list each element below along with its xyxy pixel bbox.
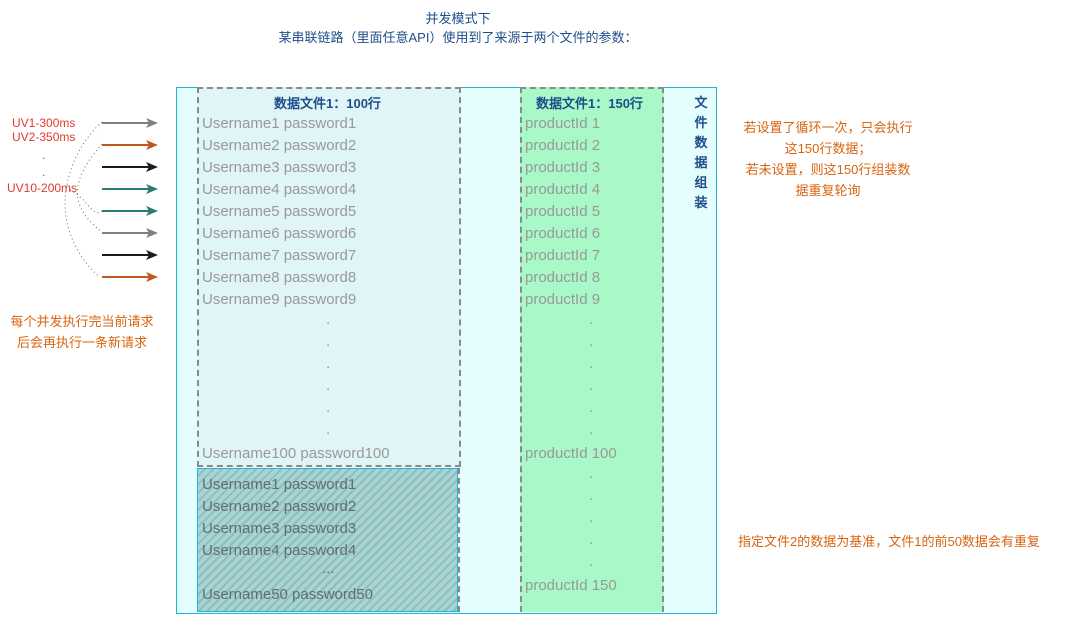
repeated-row: Username1 password1 <box>202 476 357 493</box>
repeated-data-box <box>197 468 458 612</box>
file1-ellipsis-dot: . <box>326 421 331 438</box>
concurrency-note: 每个并发执行完当前请求后会再执行一条新请求 <box>10 314 154 350</box>
loop-note-line: 这150行数据； <box>784 141 872 156</box>
repeated-row: Username2 password2 <box>202 498 357 515</box>
file1-row: Username4 password4 <box>202 181 357 198</box>
file1-ellipsis-dot: . <box>326 377 331 394</box>
uv-dot-2: . <box>42 165 46 179</box>
dotted-link <box>76 143 103 233</box>
file1-row: Username5 password5 <box>202 203 357 220</box>
data-file-1-box <box>197 87 461 467</box>
file2-ellipsis-dot: . <box>589 487 594 504</box>
request-arrow <box>102 162 158 172</box>
file1-row: Username8 password8 <box>202 269 357 286</box>
file2-row: productId 6 <box>525 225 601 242</box>
request-arrow <box>102 250 158 260</box>
uv-label-2: UV2-350ms <box>12 130 76 144</box>
file2-row-100: productId 100 <box>525 445 617 462</box>
request-arrow <box>102 272 158 282</box>
file2-row: productId 4 <box>525 181 601 198</box>
file1-ellipsis-dot: . <box>326 399 331 416</box>
file1-row: Username9 password9 <box>202 291 357 308</box>
request-arrow <box>102 228 158 238</box>
vertical-label-char: 组 <box>694 175 708 190</box>
file2-ellipsis-dot: . <box>589 509 594 526</box>
repeated-ellipsis: ... <box>322 560 335 577</box>
file2-row: productId 1 <box>525 115 601 132</box>
file1-ellipsis-dot: . <box>326 355 331 372</box>
file2-row: productId 9 <box>525 291 601 308</box>
file2-row: productId 5 <box>525 203 601 220</box>
uv-label-1: UV1-300ms <box>12 116 76 130</box>
file1-row: Username3 password3 <box>202 159 357 176</box>
request-arrow <box>102 140 158 150</box>
repeated-row: Username4 password4 <box>202 542 357 559</box>
file2-ellipsis-dot: . <box>589 311 594 328</box>
title-line-2: 某串联链路（里面任意API）使用到了来源于两个文件的参数： <box>278 30 638 45</box>
file2-ellipsis-dot: . <box>589 377 594 394</box>
file2-ellipsis-dot: . <box>589 553 594 570</box>
file1-row: Username2 password2 <box>202 137 357 154</box>
file2-ellipsis-dot: . <box>589 531 594 548</box>
file2-header: 数据文件1：150行 <box>536 96 643 111</box>
request-arrow <box>102 206 158 216</box>
uv-dot-1: . <box>42 148 46 162</box>
file2-row: productId 8 <box>525 269 601 286</box>
vertical-label-char: 数 <box>694 135 708 150</box>
file1-header: 数据文件1：100行 <box>274 96 381 111</box>
file2-row: productId 7 <box>525 247 601 264</box>
vertical-label-char: 装 <box>694 195 708 210</box>
base-note: 指定文件2的数据为基准，文件1的前50数据会有重复 <box>738 534 1040 549</box>
file2-ellipsis-dot: . <box>589 399 594 416</box>
file2-row-last: productId 150 <box>525 577 617 594</box>
request-arrow <box>102 184 158 194</box>
file1-ellipsis-dot: . <box>326 333 331 350</box>
file2-ellipsis-dot: . <box>589 333 594 350</box>
file1-row: Username1 password1 <box>202 115 357 132</box>
file2-ellipsis-dot: . <box>589 465 594 482</box>
uv-label-10: UV10-200ms <box>7 181 78 195</box>
file2-row: productId 3 <box>525 159 601 176</box>
repeated-data-border <box>458 468 460 612</box>
file2-ellipsis-dot: . <box>589 421 594 438</box>
vertical-label-char: 文 <box>694 95 708 110</box>
file1-row: Username7 password7 <box>202 247 357 264</box>
file1-ellipsis-dot: . <box>326 311 331 328</box>
vertical-label-char: 据 <box>694 155 708 170</box>
repeated-row: Username3 password3 <box>202 520 357 537</box>
dotted-link <box>69 189 105 213</box>
concurrency-arrows <box>64 118 158 282</box>
file2-row: productId 2 <box>525 137 601 154</box>
file1-row: Username6 password6 <box>202 225 357 242</box>
loop-note-line: 若未设置，则这150行组装数 <box>745 162 911 177</box>
file2-ellipsis-dot: . <box>589 355 594 372</box>
dotted-link <box>64 121 103 277</box>
title-line-1: 并发模式下 <box>425 11 491 26</box>
data-file-2-box <box>520 87 664 612</box>
request-arrow <box>102 118 158 128</box>
loop-note-line: 若设置了循环一次，只会执行 <box>743 120 913 135</box>
file1-row-last: Username100 password100 <box>202 445 390 462</box>
loop-note-line: 据重复轮询 <box>795 183 861 198</box>
repeated-row-last: Username50 password50 <box>202 586 373 603</box>
vertical-label-char: 件 <box>694 115 708 130</box>
